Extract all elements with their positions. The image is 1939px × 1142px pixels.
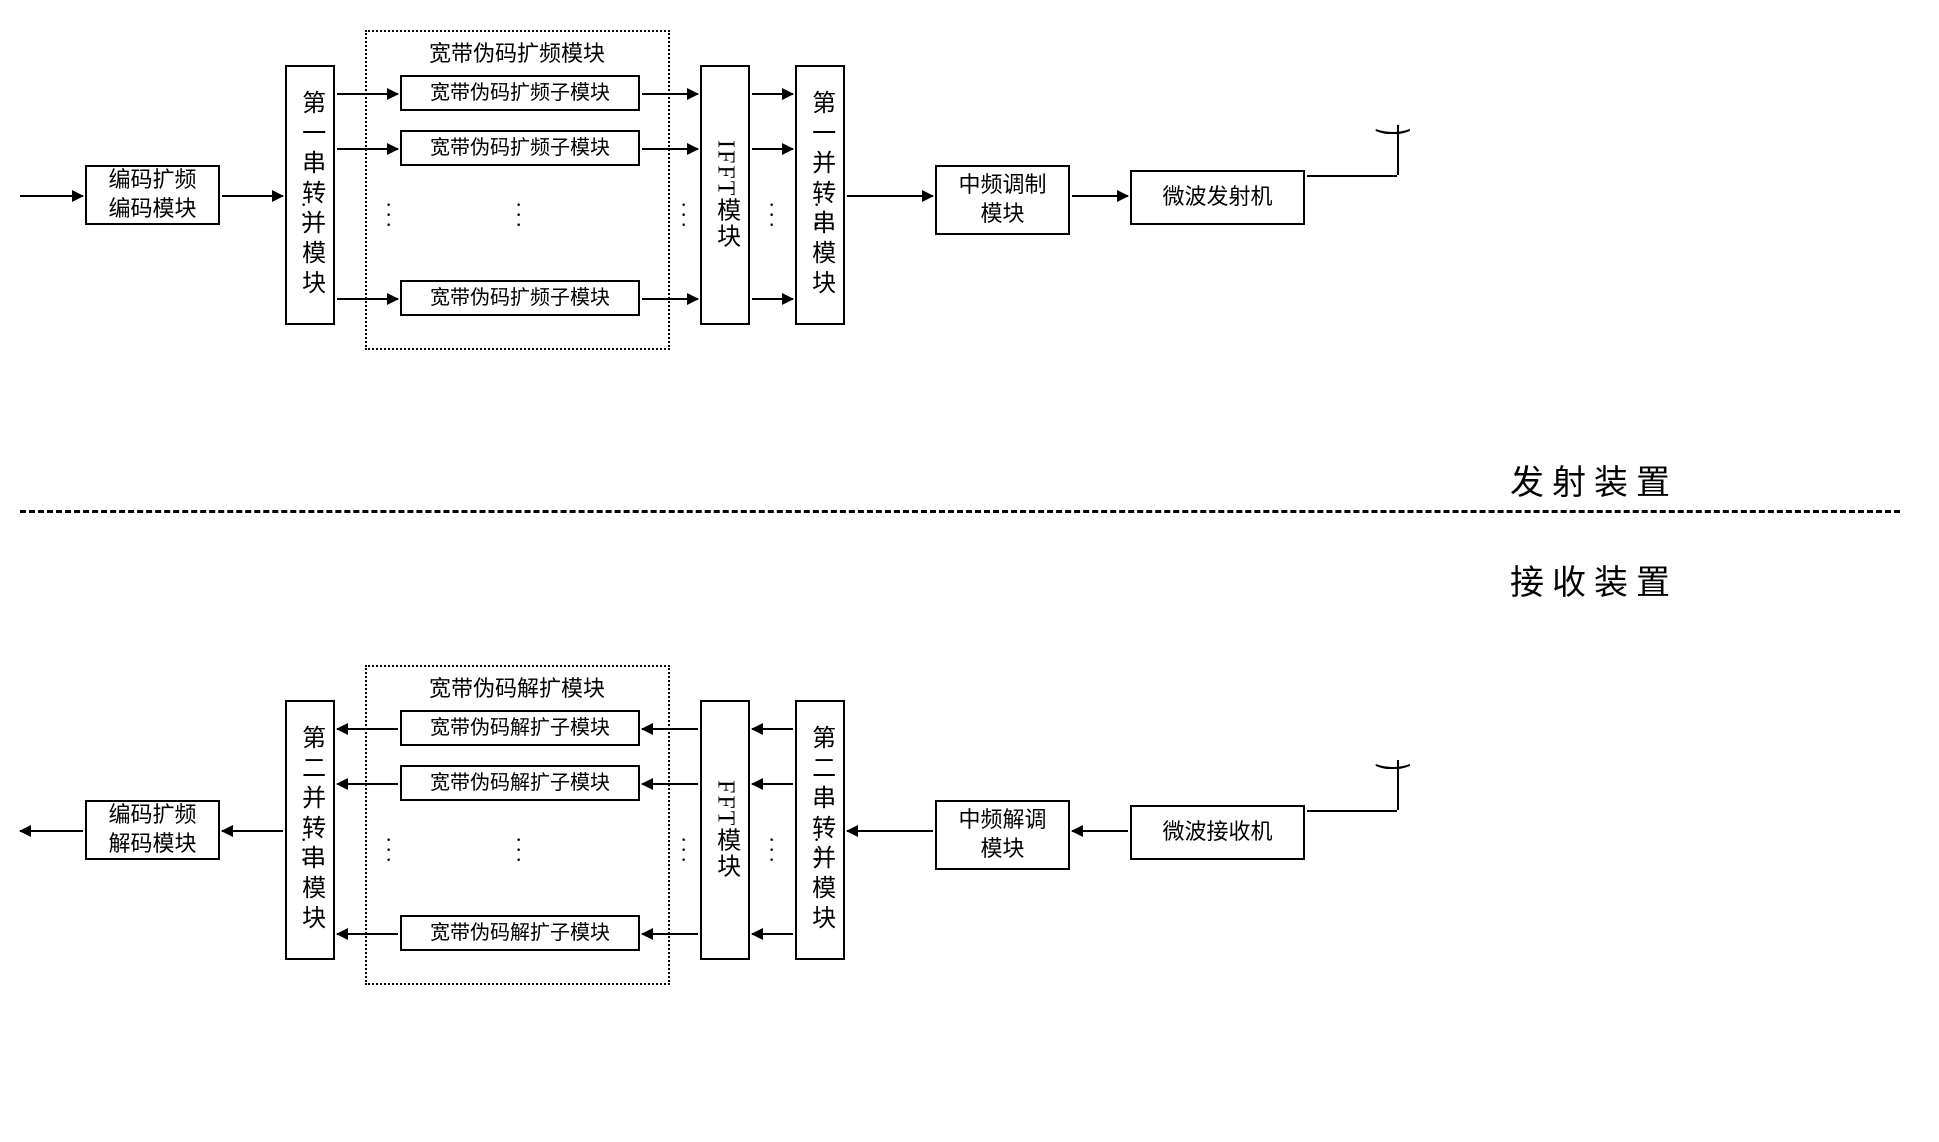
if-demodulation-module: 中频解调 模块 [935, 800, 1070, 870]
flow-arrow [752, 933, 793, 935]
flow-arrow [752, 148, 793, 150]
flow-arrow [642, 783, 698, 785]
wideband-despread-title: 宽带伪码解扩模块 [425, 671, 609, 703]
vdots-icon: · · · [680, 835, 687, 865]
first-s2p-module: 第一串转并模块 [285, 65, 335, 325]
flow-arrow [20, 830, 83, 832]
wideband-despread-sub-1: 宽带伪码解扩子模块 [400, 765, 640, 801]
microwave-receiver: 微波接收机 [1130, 805, 1305, 860]
fft-module: FFT模块 [700, 700, 750, 960]
first-p2s-module: 第一并转串模块 [795, 65, 845, 325]
flow-arrow [337, 728, 398, 730]
flow-arrow [642, 728, 698, 730]
flow-arrow [752, 93, 793, 95]
vdots-icon: · · · [300, 200, 307, 230]
receiver-label: 接收装置 [1510, 555, 1678, 604]
vdots-icon: · · · [768, 200, 775, 230]
wideband-spread-sub-0: 宽带伪码扩频子模块 [400, 75, 640, 111]
flow-arrow [20, 195, 83, 197]
wideband-spread-sub-2: 宽带伪码扩频子模块 [400, 280, 640, 316]
flow-arrow [337, 783, 398, 785]
flow-arrow [1072, 830, 1128, 832]
flow-arrow [752, 298, 793, 300]
flow-arrow [847, 830, 933, 832]
flow-arrow [642, 148, 698, 150]
section-divider [20, 510, 1900, 513]
wideband-despread-sub-0: 宽带伪码解扩子模块 [400, 710, 640, 746]
transmitter-label: 发射装置 [1510, 455, 1678, 504]
wideband-spread-sub-1: 宽带伪码扩频子模块 [400, 130, 640, 166]
flow-arrow [752, 783, 793, 785]
second-s2p-module: 第二串转并模块 [795, 700, 845, 960]
flow-arrow [222, 830, 283, 832]
second-p2s-module: 第二并转串模块 [285, 700, 335, 960]
microwave-transmitter: 微波发射机 [1130, 170, 1305, 225]
vdots-icon: · · · [813, 835, 820, 865]
flow-arrow [337, 298, 398, 300]
wideband-spread-title: 宽带伪码扩频模块 [425, 36, 609, 68]
if-modulation-module: 中频调制 模块 [935, 165, 1070, 235]
flow-arrow [222, 195, 283, 197]
vdots-icon: · · · [300, 835, 307, 865]
flow-arrow [1072, 195, 1128, 197]
flow-arrow [337, 933, 398, 935]
wideband-despread-sub-2: 宽带伪码解扩子模块 [400, 915, 640, 951]
flow-arrow [642, 933, 698, 935]
flow-arrow [752, 728, 793, 730]
vdots-icon: · · · [515, 835, 522, 865]
flow-arrow [337, 148, 398, 150]
vdots-icon: · · · [515, 200, 522, 230]
flow-arrow [847, 195, 933, 197]
encode-spread-module: 编码扩频 编码模块 [85, 165, 220, 225]
vdots-icon: · · · [768, 835, 775, 865]
vdots-icon: · · · [385, 200, 392, 230]
vdots-icon: · · · [385, 835, 392, 865]
flow-arrow [337, 93, 398, 95]
vdots-icon: · · · [813, 200, 820, 230]
vdots-icon: · · · [680, 200, 687, 230]
flow-arrow [642, 298, 698, 300]
flow-arrow [642, 93, 698, 95]
decode-despread-module: 编码扩频 解码模块 [85, 800, 220, 860]
ifft-module: IFFT模块 [700, 65, 750, 325]
